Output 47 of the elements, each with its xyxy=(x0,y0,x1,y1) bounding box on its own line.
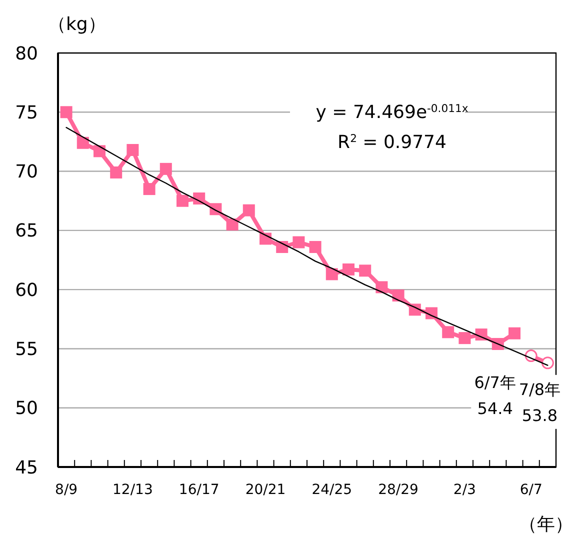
y-tick-label: 45 xyxy=(15,457,38,478)
point xyxy=(276,240,288,253)
x-tick-label: 6/7 xyxy=(520,482,542,498)
point xyxy=(342,263,354,276)
point xyxy=(226,218,238,231)
x-tick-label: 2/3 xyxy=(453,482,476,498)
point xyxy=(458,332,471,344)
point xyxy=(309,240,322,253)
point xyxy=(326,268,338,280)
y-tick-label: 50 xyxy=(15,398,38,420)
y-tick-label: 65 xyxy=(15,220,38,242)
point xyxy=(292,236,305,248)
annotation: 7/8年 xyxy=(518,380,561,399)
point xyxy=(392,289,404,302)
point xyxy=(160,162,172,175)
point xyxy=(126,144,139,156)
y-axis-title: （kg） xyxy=(48,14,106,35)
point xyxy=(143,183,156,196)
point xyxy=(376,281,388,294)
point xyxy=(76,136,89,149)
point xyxy=(176,194,188,207)
point xyxy=(359,264,372,277)
point xyxy=(60,106,72,118)
y-tick-label: 80 xyxy=(15,43,38,64)
y-tick-label: 70 xyxy=(15,162,38,183)
point xyxy=(110,166,122,178)
point xyxy=(242,204,255,216)
annotation: 6/7年 xyxy=(474,372,516,392)
x-tick-label: 20/21 xyxy=(245,482,286,498)
y-tick-label: 75 xyxy=(15,102,38,124)
point xyxy=(541,356,554,370)
x-tick-label: 12/13 xyxy=(112,482,153,498)
y-tick-label: 55 xyxy=(15,339,38,360)
x-tick-label: 28/29 xyxy=(378,482,418,498)
point xyxy=(508,327,520,340)
x-axis-title: （年） xyxy=(519,514,573,535)
annotation: y = 74.469e$^{-0.011x}$ xyxy=(316,102,469,123)
annotation: R$^{2}$ = 0.9774 xyxy=(338,132,446,153)
x-tick-label: 16/17 xyxy=(178,482,220,498)
y-tick-label: 60 xyxy=(15,280,38,301)
data-label: 54.4 xyxy=(477,398,513,418)
x-tick-label: 8/9 xyxy=(55,482,78,498)
x-tick-label: 24/25 xyxy=(312,482,352,498)
data-label: 53.8 xyxy=(522,406,558,425)
point xyxy=(94,145,106,158)
point xyxy=(442,326,454,338)
point xyxy=(260,232,272,245)
